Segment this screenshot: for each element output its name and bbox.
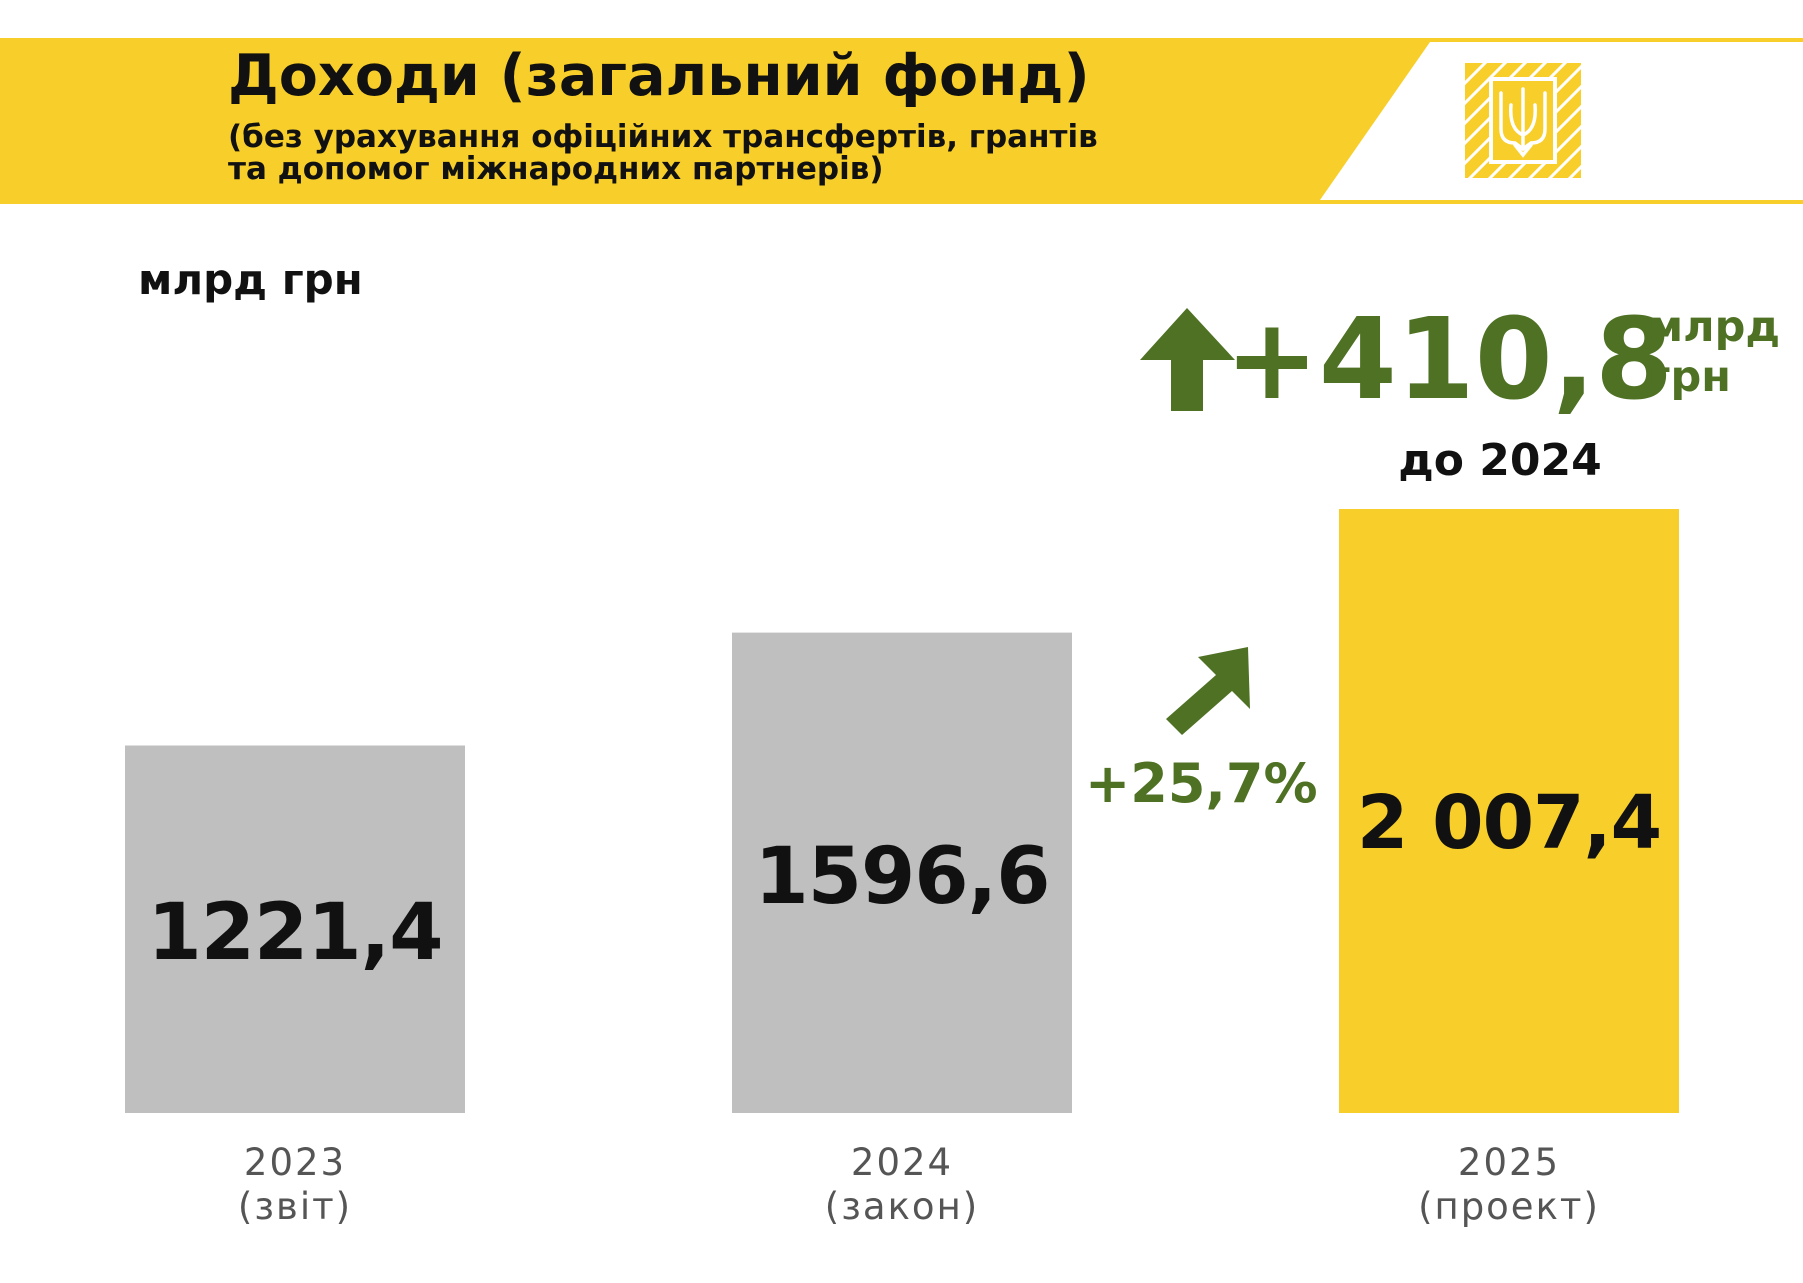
x-tick-year-2025: 2025 bbox=[1457, 1141, 1561, 1184]
growth-percent: +25,7% bbox=[1085, 752, 1318, 815]
bar-value-label-2023: 1221,4 bbox=[147, 888, 444, 979]
subtitle-line-1: (без урахування офіційних трансфертів, г… bbox=[228, 119, 1098, 155]
bar-2025 bbox=[1339, 509, 1679, 1113]
diagonal-up-arrow-icon bbox=[1166, 647, 1250, 735]
x-tick-year-2024: 2024 bbox=[850, 1141, 954, 1184]
page-title: Доходи (загальний фонд) bbox=[228, 43, 1090, 109]
increase-unit: млрд грн bbox=[1648, 302, 1780, 402]
tryzub-emblem-icon bbox=[1465, 63, 1581, 178]
x-tick-label-2024: 2024 (закон) bbox=[732, 1141, 1072, 1229]
bar-2023 bbox=[125, 745, 465, 1113]
up-arrow-icon bbox=[1140, 308, 1235, 411]
bar-value-label-2025: 2 007,4 bbox=[1356, 779, 1662, 866]
x-tick-note-2025: (проект) bbox=[1418, 1185, 1600, 1228]
increase-reference: до 2024 bbox=[1398, 435, 1602, 486]
x-tick-note-2023: (звіт) bbox=[237, 1185, 353, 1228]
increase-unit-line-2: грн bbox=[1648, 352, 1731, 402]
bar-value-label-2024: 1596,6 bbox=[754, 832, 1051, 922]
bar-2024 bbox=[732, 632, 1072, 1113]
subtitle-line-2: та допомог міжнародних партнерів) bbox=[228, 151, 884, 187]
x-tick-year-2023: 2023 bbox=[243, 1141, 347, 1184]
y-unit-label: млрд грн bbox=[138, 255, 363, 304]
increase-value: +410,8 bbox=[1225, 295, 1674, 425]
x-tick-label-2025: 2025 (проект) bbox=[1339, 1141, 1679, 1229]
x-tick-label-2023: 2023 (звіт) bbox=[125, 1141, 465, 1229]
page-subtitle: (без урахування офіційних трансфертів, г… bbox=[228, 121, 1228, 185]
increase-unit-line-1: млрд bbox=[1648, 302, 1781, 352]
x-tick-note-2024: (закон) bbox=[824, 1185, 980, 1228]
